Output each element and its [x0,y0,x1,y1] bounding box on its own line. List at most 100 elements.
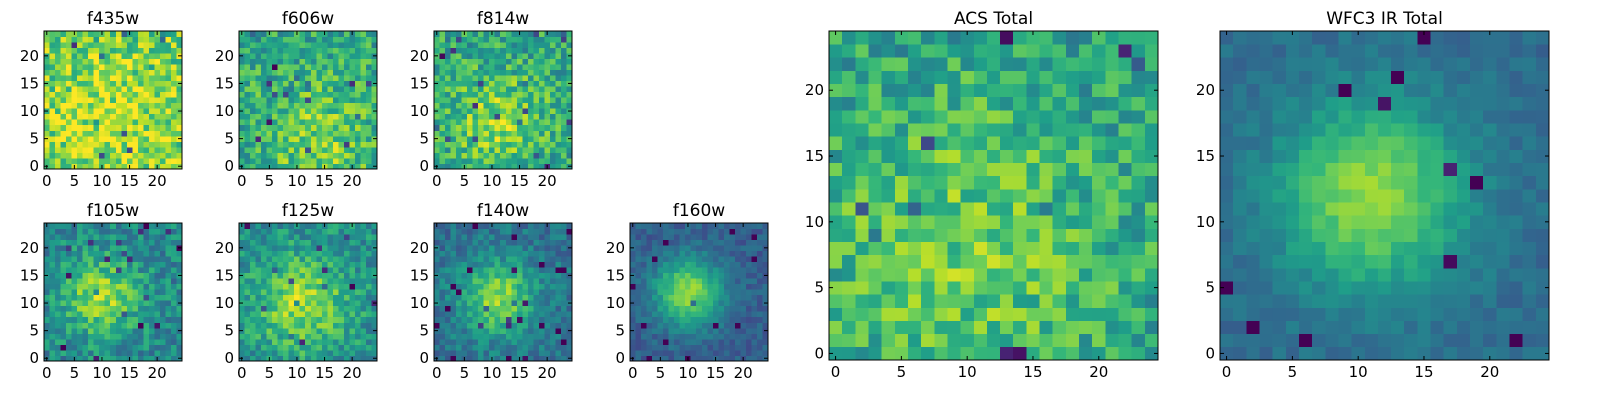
heatmap-cell [99,97,106,104]
heatmap-cell [560,119,567,126]
heatmap-cell [360,344,367,351]
heatmap-cell [244,130,251,137]
heatmap-cell [1052,267,1067,282]
heatmap-cell [679,267,686,274]
heatmap-cell [93,311,100,318]
heatmap-cell [483,300,490,307]
heatmap-cell [88,146,95,153]
heatmap-cell [60,245,67,251]
heatmap-cell [685,239,692,246]
heatmap-cells-f140w [434,223,573,362]
heatmap-cell [461,338,468,345]
heatmap-cell [132,245,139,251]
heatmap-cell [494,228,501,235]
heatmap-cell [483,108,490,115]
heatmap-cell [652,327,658,334]
heatmap-cell [66,349,72,356]
heatmap-cell [921,254,935,269]
heatmap-cell [566,333,573,340]
heatmap-cell [522,135,529,142]
heatmap-cell [148,97,155,104]
heatmap-cell [132,311,139,318]
heatmap-cell [751,333,758,340]
heatmap-cell [71,64,78,71]
heatmap-cell [663,245,670,251]
heatmap-cell [1026,307,1040,321]
heatmap-cell [343,141,350,148]
heatmap-cell [538,86,545,93]
heatmap-cell [66,141,72,148]
heatmap-cell [55,228,61,235]
heatmap-cell [170,42,177,48]
heatmap-cell [277,245,284,251]
heatmap-cell [973,228,988,242]
heatmap-cell [657,234,664,240]
heatmap-cell [511,31,518,37]
heatmap-cell [316,333,323,340]
heatmap-cell [371,91,378,98]
heatmap-cell [745,322,752,329]
heatmap-cell [143,36,150,43]
heatmap-cell [283,91,290,98]
heatmap-cell [855,228,869,242]
heatmap-cell [544,97,551,104]
heatmap-cell [657,311,664,318]
heatmap-cell [255,69,262,76]
heatmap-cell [88,245,95,251]
heatmap-cell [434,305,440,312]
heatmap-cell [461,141,468,148]
heatmap-cell [445,75,451,82]
heatmap-cell [137,146,144,153]
heatmap-cell [93,75,100,82]
heatmap-cell [522,239,529,246]
heatmap-cell [277,311,284,318]
heatmap-cell [170,108,177,115]
heatmap-cell [657,272,664,279]
heatmap-cell [327,47,334,54]
heatmap-cell [49,163,56,170]
heatmap-cell [71,234,78,240]
heatmap-cell [456,223,462,229]
heatmap-cell [907,254,922,269]
heatmap-cell [527,355,534,362]
heatmap-cell [685,316,692,323]
heatmap-cell [288,47,295,54]
heatmap-cell [294,250,301,257]
heatmap-cell [533,223,540,229]
heatmap-cell [305,223,312,229]
heatmap-cell [272,355,279,362]
heatmap-cell [461,58,468,65]
heatmap-cell [934,202,948,216]
heatmap-cell [973,241,988,256]
heatmap-cell [110,69,117,76]
heatmap-cell [533,86,540,93]
heatmap-cell [77,283,84,290]
heatmap-cell [894,228,909,242]
heatmap-cell [143,119,150,126]
heatmap-cell [354,108,361,115]
heatmap-cell [707,355,714,362]
panel-title: f140w [477,201,529,221]
heatmap-cell [516,228,523,235]
heatmap-cell [986,333,1001,348]
heatmap-cell [646,327,653,334]
heatmap-cell [44,64,50,71]
heatmap-cell [360,124,367,131]
heatmap-cell [566,102,573,109]
heatmap-cell [544,250,551,257]
heatmap-cell [143,113,150,120]
heatmap-cell [55,322,61,329]
heatmap-cell [143,152,150,159]
heatmap-cell [332,250,339,257]
heatmap-cell [170,135,177,142]
heatmap-cell [327,245,334,251]
heatmap-cell [88,119,95,126]
heatmap-cell [921,320,935,335]
heatmap-cell [332,228,339,235]
heatmap-cell [360,146,367,153]
heatmap-cell [154,272,161,279]
heatmap-cell [294,58,301,65]
heatmap-cell [316,322,323,329]
heatmap-cell [762,234,769,240]
heatmap-cell [250,305,256,312]
